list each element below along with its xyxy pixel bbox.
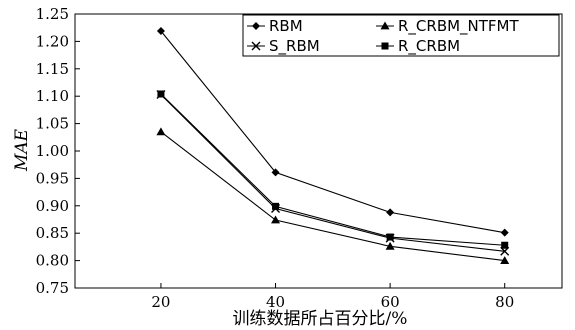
data-point-r-crbm [157, 90, 165, 98]
series-line-s-rbm [160, 94, 505, 252]
x-axis-title: 训练数据所占百分比/% [233, 309, 408, 329]
series-line-r-crbm-ntfmt [160, 131, 505, 262]
series-line-r-crbm [160, 93, 505, 246]
series-r-crbm [157, 90, 509, 249]
legend-label-rbm: RBM [269, 17, 303, 35]
x-axis-ticks: 20 40 60 80 [151, 283, 514, 311]
legend-label-r-crbm-ntfmt: R_CRBM_NTFMT [398, 17, 520, 36]
x-tick-label: 20 [151, 293, 170, 311]
y-tick-label: 1.25 [36, 5, 69, 23]
data-point-r-crbm-ntfmt [271, 215, 281, 224]
y-tick-label: 0.95 [36, 169, 69, 187]
series-line-rbm [160, 30, 505, 234]
data-point-r-crbm [386, 233, 394, 241]
y-axis-ticks: 0.75 0.80 0.85 0.90 0.95 1.00 1.05 1.10 1.15 1.20… [36, 5, 80, 297]
y-tick-label: 1.10 [36, 87, 69, 105]
series-rbm [156, 26, 509, 237]
legend-label-s-rbm: S_RBM [269, 37, 320, 56]
x-tick-label: 60 [381, 293, 400, 311]
legend-marker-r-crbm-ntfmt [380, 21, 390, 30]
data-point-rbm [271, 168, 280, 177]
series-layer [156, 26, 510, 264]
legend-marker-s-rbm [251, 41, 261, 51]
y-tick-label: 0.90 [36, 197, 69, 215]
series-r-crbm-ntfmt [156, 127, 510, 264]
y-tick-label: 1.20 [36, 32, 69, 50]
data-point-r-crbm [272, 202, 280, 210]
y-tick-label: 1.00 [36, 142, 69, 160]
data-point-rbm [386, 208, 395, 217]
series-s-rbm [156, 90, 510, 256]
legend-marker-r-crbm [381, 42, 389, 50]
y-tick-label: 1.15 [36, 60, 69, 78]
y-axis-title: MAE [12, 128, 32, 172]
data-point-r-crbm-ntfmt [500, 256, 510, 264]
data-point-rbm [156, 26, 165, 35]
data-point-r-crbm [501, 241, 509, 249]
y-tick-label: 1.05 [36, 115, 69, 133]
legend: RBM R_CRBM_NTFMT S_RBM R_CRBM [242, 14, 560, 57]
legend-box [242, 14, 560, 57]
legend-label-r-crbm: R_CRBM [398, 37, 460, 56]
y-tick-label: 0.85 [36, 224, 69, 242]
data-point-rbm [500, 228, 509, 237]
legend-marker-rbm [252, 22, 260, 30]
x-tick-label: 40 [266, 293, 285, 311]
data-point-r-crbm-ntfmt [156, 127, 166, 136]
y-tick-label: 0.75 [36, 279, 69, 297]
y-tick-label: 0.80 [36, 252, 69, 270]
x-tick-label: 80 [495, 293, 514, 311]
data-point-r-crbm-ntfmt [385, 241, 395, 250]
